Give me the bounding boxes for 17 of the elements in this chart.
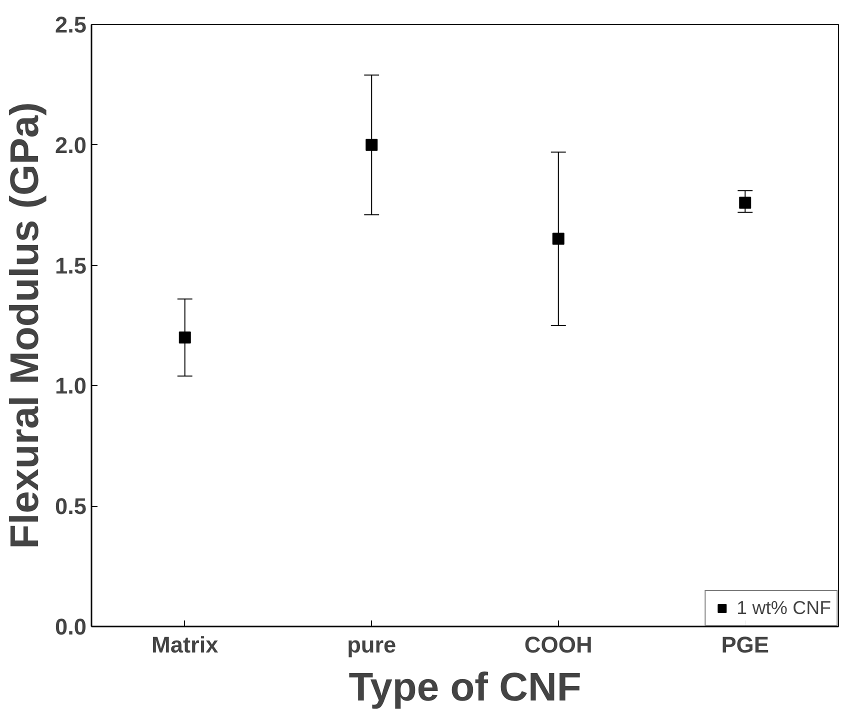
point: [739, 196, 752, 209]
x-tick-label: pure: [347, 632, 396, 658]
point: [366, 138, 378, 151]
y-tick-label: 0.0: [55, 614, 87, 640]
x-tick-label: PGE: [721, 632, 770, 658]
y-tick-label: 0.5: [55, 493, 87, 520]
x-tick-label: Matrix: [152, 632, 219, 658]
y-tick-label: 2.0: [55, 132, 87, 158]
legend-label: 1 wt% CNF: [736, 597, 831, 619]
y-tick-label: 2.5: [55, 12, 87, 38]
y-axis-title: Flexural Modulus (GPa): [3, 102, 48, 549]
y-tick-label: 1.5: [55, 252, 87, 278]
point: [178, 332, 191, 344]
y-tick-label: 1.0: [55, 372, 87, 399]
x-tick-label: COOH: [524, 632, 592, 658]
point: [552, 232, 564, 245]
x-axis-title: Type of CNF: [348, 666, 582, 710]
